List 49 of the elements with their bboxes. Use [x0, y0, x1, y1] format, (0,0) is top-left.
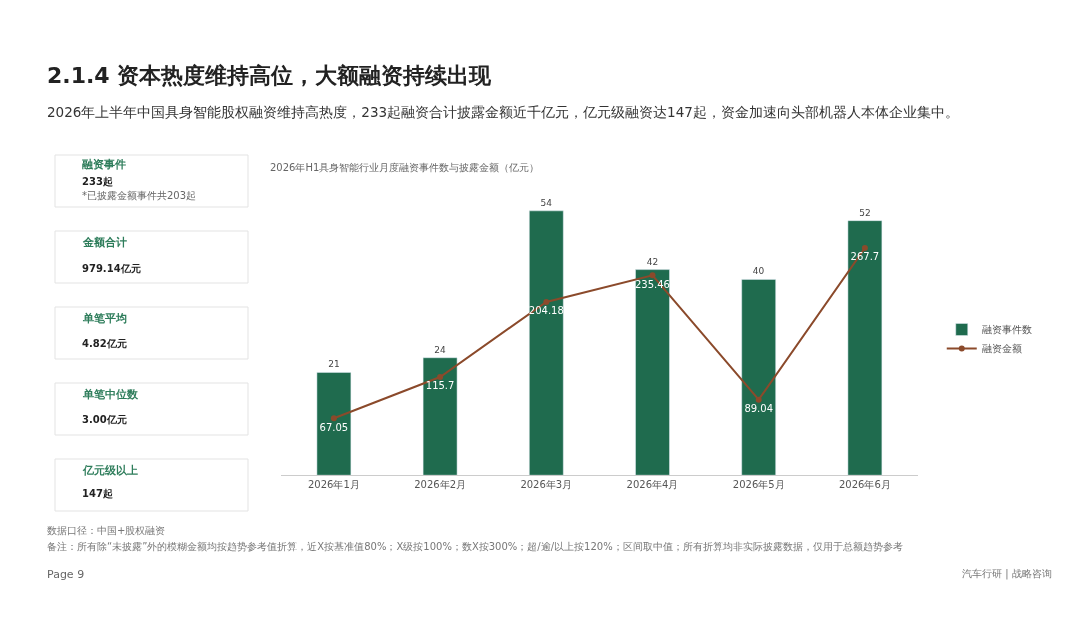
point [330, 415, 337, 422]
x-tick-label: 2026年3月 [520, 479, 573, 491]
data-label: 21 [328, 359, 340, 370]
text: 单笔中位数 [82, 388, 139, 401]
chart-title: 2026年H1具身智能行业月度融资事件数与披露金额（亿元） [270, 162, 540, 173]
text: 233起 [82, 176, 113, 187]
text: 979.14亿元 [82, 263, 141, 274]
x-tick-label: 2026年4月 [626, 479, 679, 491]
point [543, 298, 550, 305]
text: 亿元级以上 [82, 464, 138, 477]
bar [422, 357, 458, 476]
data-label: 89.04 [744, 402, 774, 414]
text: 融资事件 [82, 158, 126, 171]
text: 单笔平均 [82, 312, 127, 325]
point [649, 272, 656, 279]
text: 2.1.4 资本热度维持高位，大额融资持续出现 [47, 63, 493, 88]
text: 数据口径：中国+股权融资 [47, 525, 166, 536]
data-label: 40 [752, 266, 765, 277]
data-label: 24 [434, 344, 446, 355]
text: 147起 [82, 488, 113, 499]
text: Page 9 [47, 568, 85, 581]
text: 3.00亿元 [82, 414, 127, 425]
text: 2026年上半年中国具身智能股权融资维持高热度，233起融资合计披露金额近千亿元，亿元级融资达147起，资金加速向头部机器人本体企业集中。 [47, 104, 959, 120]
point [861, 244, 868, 251]
legend-label: 融资事件数 [981, 324, 1032, 336]
text: 4.82亿元 [82, 338, 127, 349]
data-label: 204.18 [528, 305, 564, 317]
data-label: 67.05 [319, 421, 349, 433]
data-label: 54 [540, 197, 553, 208]
x-tick-label: 2026年2月 [414, 479, 467, 491]
x-tick-label: 2026年6月 [838, 479, 891, 491]
point [437, 374, 444, 380]
bar [741, 279, 776, 476]
data-label: 42 [646, 256, 659, 267]
bar [635, 269, 670, 476]
text: *已披露金额事件共203起 [82, 190, 197, 201]
point [755, 396, 762, 403]
text: 汽车行研 | 战略咨询 [962, 568, 1052, 580]
bar [316, 372, 352, 476]
data-label: 267.7 [850, 251, 880, 263]
bar [529, 210, 564, 476]
x-tick-label: 2026年1月 [307, 479, 360, 491]
x-tick-label: 2026年5月 [732, 479, 785, 491]
data-label: 52 [859, 207, 871, 218]
data-label: 115.7 [425, 380, 455, 392]
legend-label: 融资金额 [981, 343, 1022, 355]
bar [847, 220, 883, 476]
text: 金额合计 [82, 236, 127, 249]
text: 备注：所有除“未披露”外的模糊金额均按趋势参考值折算，近X按基准值80%；X级按100%；数X按300%；超/逾/以上按120%；区间取中值；所有折算均非实际披露数据，仅用于总额趋势参考 [47, 541, 903, 552]
